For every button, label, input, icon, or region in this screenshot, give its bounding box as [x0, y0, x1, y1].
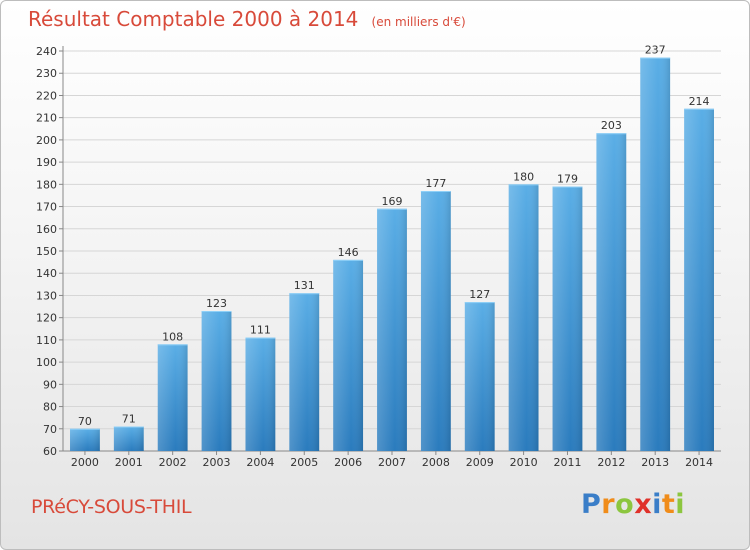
y-tick-label: 120 — [36, 312, 57, 325]
x-tick-label: 2008 — [422, 456, 450, 469]
data-label: 237 — [645, 44, 666, 57]
y-tick-label: 100 — [36, 356, 57, 369]
y-tick-label: 240 — [36, 45, 57, 58]
bar-shading — [113, 426, 144, 451]
brand-letter: P — [581, 489, 602, 520]
bar-shading — [640, 57, 671, 452]
brand-letter: r — [601, 489, 616, 520]
data-label: 146 — [338, 246, 359, 259]
y-tick-label: 80 — [43, 401, 57, 414]
data-label: 71 — [122, 413, 136, 426]
data-label: 123 — [206, 297, 227, 310]
y-tick-label: 210 — [36, 112, 57, 125]
data-label: 214 — [689, 95, 710, 108]
brand-letter: i — [675, 489, 686, 520]
data-label: 180 — [513, 170, 534, 183]
x-tick-label: 2014 — [685, 456, 713, 469]
y-tick-label: 200 — [36, 134, 57, 147]
x-tick-label: 2013 — [641, 456, 669, 469]
bar-shading — [464, 302, 495, 451]
y-tick-label: 230 — [36, 67, 57, 80]
brand-letter: o — [615, 489, 635, 520]
labels: 60 70 80 90 100 110 120 130 140 150 160 170 180 190 20… — [36, 44, 713, 469]
y-tick-label: 60 — [43, 445, 57, 458]
bar-shading — [289, 293, 320, 451]
bars — [70, 57, 714, 452]
bar-shading — [70, 428, 100, 451]
x-tick-label: 2009 — [466, 456, 494, 469]
bar-shading — [684, 108, 714, 452]
chart-subtitle: (en milliers d'€) — [371, 15, 466, 29]
data-label: 70 — [78, 415, 92, 428]
y-tick-label: 180 — [36, 178, 57, 191]
bar-shading — [552, 186, 583, 452]
y-tick-label: 170 — [36, 201, 57, 214]
y-tick-label: 160 — [36, 223, 57, 236]
x-tick-label: 2011 — [553, 456, 581, 469]
bar-shading — [420, 191, 451, 451]
bar-shading — [508, 184, 539, 452]
y-tick-label: 130 — [36, 289, 57, 302]
x-tick-label: 2002 — [159, 456, 187, 469]
data-label: 111 — [250, 324, 271, 337]
bar-shading — [333, 259, 364, 451]
brand-letter: t — [661, 489, 676, 520]
x-tick-label: 2004 — [246, 456, 274, 469]
y-tick-label: 220 — [36, 89, 57, 102]
x-tick-label: 2006 — [334, 456, 362, 469]
bar-shading — [201, 311, 232, 451]
brand-letter: i — [652, 489, 662, 520]
y-tick-label: 190 — [36, 156, 57, 169]
brand-letter: x — [634, 489, 653, 520]
data-label: 169 — [382, 195, 403, 208]
data-label: 131 — [294, 279, 315, 292]
title-row: Résultat Comptable 2000 à 2014 (en milli… — [28, 7, 466, 31]
chart-title: Résultat Comptable 2000 à 2014 — [28, 7, 359, 31]
bar-shading — [377, 208, 407, 451]
data-label: 108 — [162, 330, 183, 343]
y-tick-label: 110 — [36, 334, 57, 347]
y-tick-label: 90 — [43, 378, 57, 391]
bar-shading — [245, 337, 276, 451]
x-tick-label: 2007 — [378, 456, 406, 469]
bar-shading — [596, 133, 627, 451]
data-label: 127 — [469, 288, 490, 301]
bar-shading — [157, 344, 188, 451]
x-tick-label: 2005 — [290, 456, 318, 469]
x-tick-label: 2003 — [203, 456, 231, 469]
data-label: 203 — [601, 119, 622, 132]
data-label: 177 — [425, 177, 446, 190]
x-tick-label: 2001 — [115, 456, 143, 469]
x-tick-label: 2012 — [597, 456, 625, 469]
x-tick-label: 2000 — [71, 456, 99, 469]
y-tick-label: 140 — [36, 267, 57, 280]
proxiti-logo[interactable]: Proxiti — [581, 489, 685, 520]
y-tick-label: 70 — [43, 423, 57, 436]
y-tick-label: 150 — [36, 245, 57, 258]
data-label: 179 — [557, 173, 578, 186]
x-tick-label: 2010 — [510, 456, 538, 469]
commune-name: PRéCY-SOUS-THIL — [31, 496, 192, 518]
